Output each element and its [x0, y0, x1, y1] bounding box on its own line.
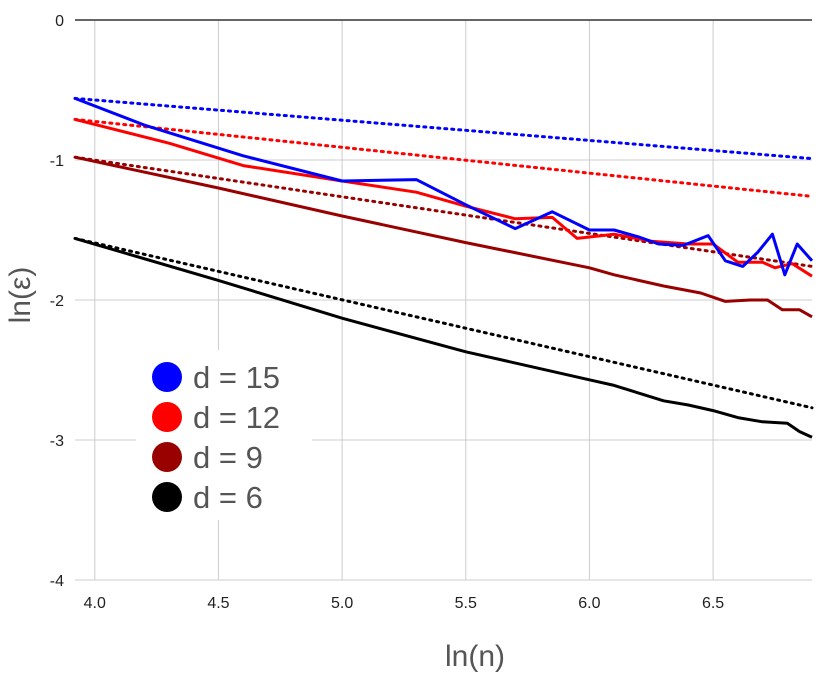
legend-label: d = 12	[193, 400, 280, 435]
x-tick-labels: 4.0 4.5 5.0 5.5 6.0 6.5	[84, 595, 725, 612]
x-tick-label: 4.5	[207, 595, 229, 612]
trend-line-d-12	[73, 117, 814, 198]
trend-line-d-15	[73, 96, 814, 161]
legend-item-d-15: d = 15	[152, 360, 280, 395]
trend-lines	[73, 96, 814, 410]
legend-item-d-12: d = 12	[152, 400, 280, 435]
trend-line-d-6	[73, 236, 814, 410]
y-tick-labels: 0 -1 -2 -3 -4	[50, 13, 64, 590]
y-axis-title: ln(ε)	[4, 267, 37, 324]
y-tick-label: -4	[50, 573, 64, 590]
legend-label: d = 15	[193, 360, 280, 395]
x-tick-label: 6.0	[578, 595, 600, 612]
series-line-d-15	[74, 96, 814, 277]
series-line-d-9	[74, 155, 813, 319]
trend-line-d-9	[73, 155, 814, 268]
y-tick-label: -1	[50, 153, 64, 170]
legend: d = 15 d = 12 d = 9 d = 6	[136, 350, 312, 520]
legend-item-d-6: d = 6	[152, 480, 263, 515]
series-line-d-6	[74, 236, 813, 439]
series-lines	[74, 96, 814, 439]
legend-swatch	[152, 362, 182, 392]
y-tick-label: -3	[50, 433, 64, 450]
legend-swatch	[152, 482, 182, 512]
legend-swatch	[152, 442, 182, 472]
x-axis-title: ln(n)	[445, 640, 505, 673]
legend-swatch	[152, 402, 182, 432]
legend-label: d = 9	[193, 440, 263, 475]
y-tick-label: -2	[50, 293, 64, 310]
legend-item-d-9: d = 9	[152, 440, 263, 475]
x-tick-label: 4.0	[84, 595, 106, 612]
y-tick-label: 0	[55, 13, 64, 30]
x-tick-label: 5.5	[455, 595, 477, 612]
x-tick-label: 5.0	[331, 595, 353, 612]
grid	[75, 19, 812, 581]
x-tick-label: 6.5	[702, 595, 724, 612]
legend-label: d = 6	[193, 480, 263, 515]
series-line-d-12	[74, 117, 813, 278]
